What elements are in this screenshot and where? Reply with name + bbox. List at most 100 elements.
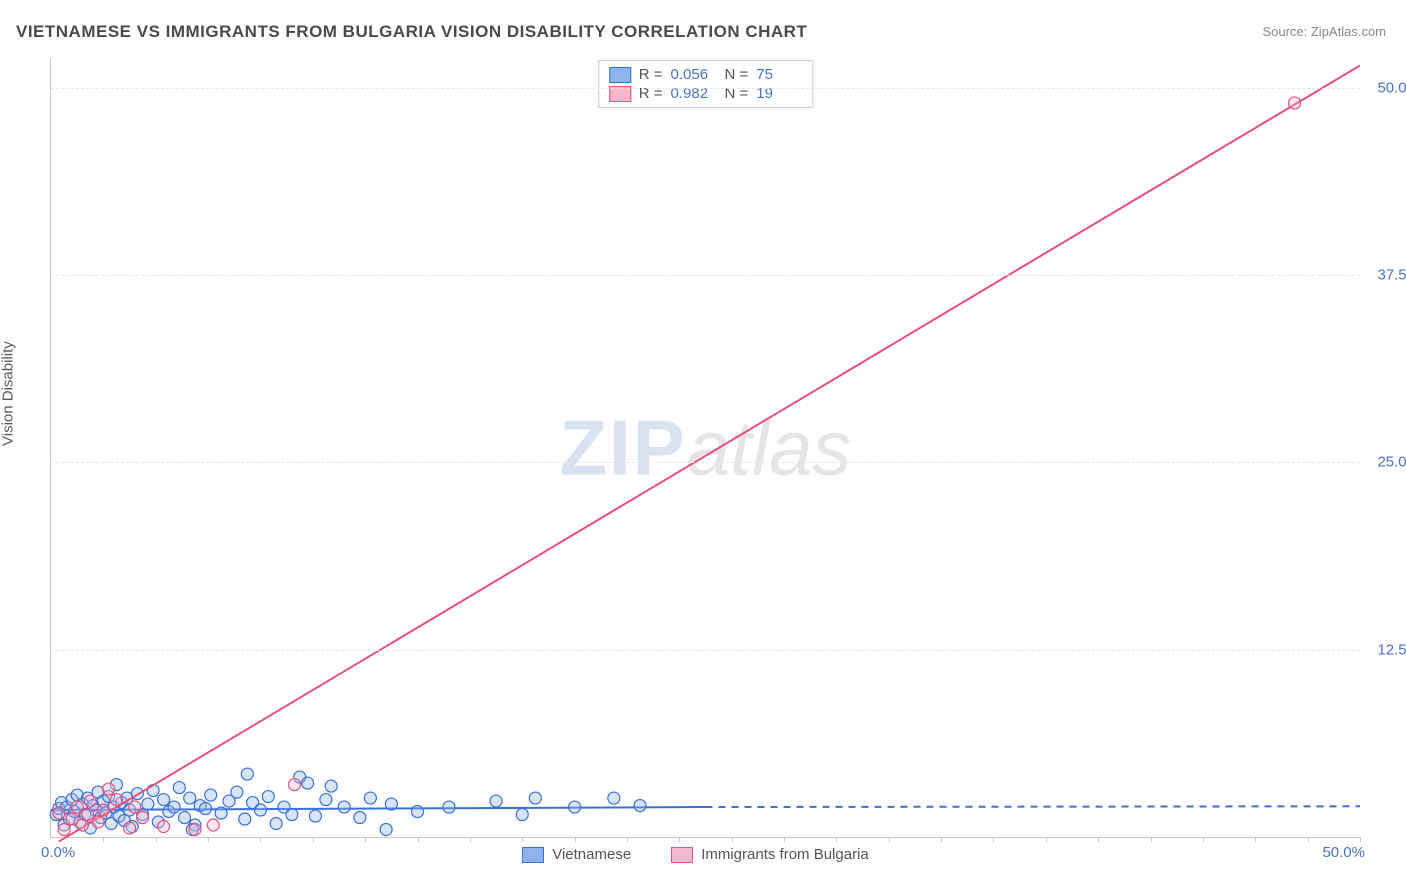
data-point-vietnamese [179, 812, 191, 824]
source-attribution: Source: ZipAtlas.com [1262, 24, 1386, 39]
x-axis-origin-label: 0.0% [41, 844, 75, 861]
data-point-bulgaria [288, 779, 300, 791]
data-point-bulgaria [189, 824, 201, 836]
x-tick [1046, 837, 1047, 842]
data-point-vietnamese [142, 798, 154, 810]
data-point-vietnamese [205, 789, 217, 801]
x-tick [365, 837, 366, 842]
data-point-vietnamese [364, 792, 376, 804]
x-tick [208, 837, 209, 842]
chart-title: VIETNAMESE VS IMMIGRANTS FROM BULGARIA V… [16, 22, 807, 42]
plot-area: ZIPatlas R =0.056N =75R =0.982N =19 0.0%… [50, 58, 1360, 838]
data-point-bulgaria [92, 816, 104, 828]
data-point-bulgaria [129, 801, 141, 813]
data-point-bulgaria [207, 819, 219, 831]
legend-label-bulgaria: Immigrants from Bulgaria [701, 846, 869, 863]
legend-swatch-vietnamese [522, 847, 544, 863]
data-point-bulgaria [158, 821, 170, 833]
y-tick-label: 12.5% [1365, 641, 1406, 658]
data-point-vietnamese [215, 807, 227, 819]
x-tick [313, 837, 314, 842]
x-axis-max-label: 50.0% [1322, 844, 1365, 861]
data-point-vietnamese [231, 786, 243, 798]
data-point-bulgaria [82, 809, 94, 821]
data-point-vietnamese [286, 809, 298, 821]
data-point-vietnamese [325, 780, 337, 792]
data-point-vietnamese [239, 813, 251, 825]
y-tick-label: 25.0% [1365, 454, 1406, 471]
data-point-bulgaria [110, 794, 122, 806]
gridline [51, 462, 1360, 463]
x-tick [103, 837, 104, 842]
data-point-vietnamese [158, 794, 170, 806]
x-tick [575, 837, 576, 842]
data-point-bulgaria [71, 801, 83, 813]
legend-series: Vietnamese Immigrants from Bulgaria [522, 846, 869, 863]
data-point-vietnamese [302, 777, 314, 789]
data-point-vietnamese [412, 806, 424, 818]
x-tick [1203, 837, 1204, 842]
x-tick [679, 837, 680, 842]
data-point-vietnamese [634, 800, 646, 812]
gridline [51, 275, 1360, 276]
data-point-vietnamese [199, 803, 211, 815]
data-point-vietnamese [241, 768, 253, 780]
x-tick [522, 837, 523, 842]
data-point-bulgaria [58, 824, 70, 836]
legend-swatch-bulgaria [671, 847, 693, 863]
data-point-bulgaria [1289, 97, 1301, 109]
data-point-bulgaria [53, 807, 65, 819]
data-point-vietnamese [608, 792, 620, 804]
x-tick [418, 837, 419, 842]
x-tick [732, 837, 733, 842]
data-point-vietnamese [529, 792, 541, 804]
legend-item-bulgaria: Immigrants from Bulgaria [671, 846, 869, 863]
data-point-vietnamese [168, 801, 180, 813]
data-point-vietnamese [516, 809, 528, 821]
x-tick [470, 837, 471, 842]
data-point-vietnamese [490, 795, 502, 807]
x-tick [993, 837, 994, 842]
x-tick [784, 837, 785, 842]
gridline [51, 88, 1360, 89]
data-point-vietnamese [184, 792, 196, 804]
x-tick [156, 837, 157, 842]
regression-line-bulgaria [59, 65, 1360, 841]
x-tick [627, 837, 628, 842]
data-point-bulgaria [103, 783, 115, 795]
y-tick-label: 50.0% [1365, 79, 1406, 96]
plot-svg [51, 58, 1360, 837]
data-point-bulgaria [124, 822, 136, 834]
legend-item-vietnamese: Vietnamese [522, 846, 631, 863]
data-point-vietnamese [380, 824, 392, 836]
data-point-bulgaria [97, 804, 109, 816]
data-point-vietnamese [309, 810, 321, 822]
data-point-vietnamese [443, 801, 455, 813]
data-point-vietnamese [385, 798, 397, 810]
regression-line-dashed-vietnamese [706, 806, 1361, 807]
legend-label-vietnamese: Vietnamese [552, 846, 631, 863]
x-tick [1151, 837, 1152, 842]
x-tick [836, 837, 837, 842]
y-axis-label: Vision Disability [0, 341, 17, 446]
data-point-vietnamese [270, 818, 282, 830]
data-point-vietnamese [569, 801, 581, 813]
x-tick [889, 837, 890, 842]
gridline [51, 650, 1360, 651]
data-point-vietnamese [338, 801, 350, 813]
x-tick [1098, 837, 1099, 842]
x-tick [260, 837, 261, 842]
data-point-bulgaria [137, 812, 149, 824]
x-tick [1308, 837, 1309, 842]
data-point-vietnamese [354, 812, 366, 824]
x-tick [1360, 837, 1361, 842]
data-point-vietnamese [320, 794, 332, 806]
data-point-bulgaria [84, 795, 96, 807]
x-tick [941, 837, 942, 842]
data-point-vietnamese [173, 782, 185, 794]
data-point-vietnamese [254, 804, 266, 816]
data-point-vietnamese [262, 791, 274, 803]
chart-container: VIETNAMESE VS IMMIGRANTS FROM BULGARIA V… [0, 0, 1406, 892]
x-tick [1255, 837, 1256, 842]
y-tick-label: 37.5% [1365, 267, 1406, 284]
